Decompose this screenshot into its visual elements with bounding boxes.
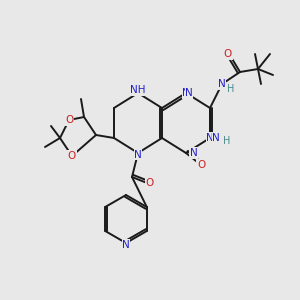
Text: NH: NH xyxy=(130,85,146,95)
Text: O: O xyxy=(197,160,205,170)
Text: H: H xyxy=(227,83,235,94)
Text: O: O xyxy=(146,178,154,188)
Text: N: N xyxy=(218,79,226,89)
Text: N: N xyxy=(185,88,193,98)
Text: O: O xyxy=(65,115,73,125)
Text: N: N xyxy=(190,148,197,158)
Text: N: N xyxy=(122,239,130,250)
Text: N: N xyxy=(206,133,214,143)
Text: O: O xyxy=(224,49,232,59)
Text: O: O xyxy=(68,151,76,161)
Text: N: N xyxy=(212,133,220,143)
Text: N: N xyxy=(134,149,142,160)
Text: N: N xyxy=(182,88,190,98)
Text: H: H xyxy=(223,136,230,146)
